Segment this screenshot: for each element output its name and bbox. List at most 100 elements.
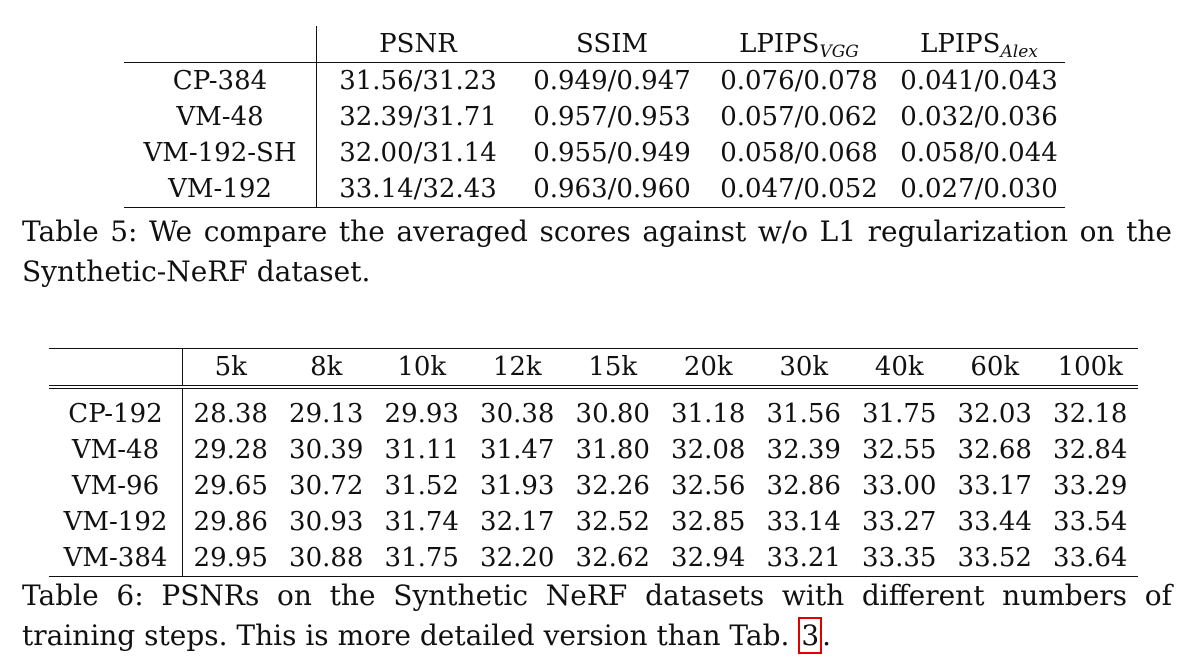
table-row: VM-192-SH 32.00/31.14 0.955/0.949 0.058/… (124, 135, 1065, 171)
table-cell: 0.076/0.078 (720, 66, 878, 96)
table-6-header-cell: 40k (851, 348, 947, 387)
table-row: VM-48 29.28 30.39 31.11 31.47 31.80 32.0… (49, 432, 1138, 468)
table-cell: 33.17 (957, 471, 1032, 501)
table-row: VM-192 29.86 30.93 31.74 32.17 32.52 32.… (49, 504, 1138, 540)
table-cell: 31.75 (862, 399, 937, 429)
table-cell: 32.86 (766, 471, 841, 501)
table-row: CP-192 28.38 29.13 29.93 30.38 30.80 31.… (49, 387, 1138, 432)
table-5-header-row: PSNR SSIM LPIPSVGG LPIPSAlex (124, 26, 1065, 63)
table-cell: 31.11 (384, 435, 459, 465)
table-cell: 30.38 (480, 399, 555, 429)
table-cell: 0.027/0.030 (893, 171, 1065, 208)
table-cell: 0.058/0.044 (900, 138, 1058, 168)
table-cell: 32.17 (480, 507, 555, 537)
table-cell: 31.75 (374, 540, 470, 577)
table-5-corner (124, 26, 317, 63)
table-5-header-lpips-alex: LPIPSAlex (893, 26, 1065, 63)
table-cell: 32.18 (1053, 399, 1128, 429)
table-cell: 33.21 (756, 540, 852, 577)
table-cell: 33.35 (851, 540, 947, 577)
table-6-header-cell: 100k (1042, 348, 1138, 387)
header-alex-subscript: Alex (1000, 42, 1038, 62)
table-cell: 0.963/0.960 (519, 171, 705, 208)
table-cell: 30.93 (289, 507, 364, 537)
table-cell: 30.72 (289, 471, 364, 501)
table-cell: 32.55 (862, 435, 937, 465)
table-cell: 29.28 (193, 435, 268, 465)
table-6-header-cell: 10k (374, 348, 470, 387)
table-cell: 28.38 (193, 399, 268, 429)
table-cell: 29.95 (182, 540, 279, 577)
table-cell: 33.27 (862, 507, 937, 537)
table-6-header-cell: 15k (565, 348, 661, 387)
table-cell: 32.08 (671, 435, 746, 465)
table-cell: 32.00/31.14 (339, 138, 497, 168)
table-6-header-cell: 8k (278, 348, 374, 387)
table-5: PSNR SSIM LPIPSVGG LPIPSAlex CP-384 31.5… (124, 26, 1065, 208)
table-cell: 0.047/0.052 (705, 171, 893, 208)
table-cell: 32.03 (957, 399, 1032, 429)
header-lpips-label: LPIPS (739, 29, 820, 59)
table-cell: 32.62 (565, 540, 661, 577)
table-5-caption: Table 5: We compare the averaged scores … (22, 215, 1172, 288)
table-6-caption-text: Table 6: PSNRs on the Synthetic NeRF dat… (22, 579, 1172, 652)
table-cell: 30.88 (278, 540, 374, 577)
table-cell: 32.94 (660, 540, 756, 577)
table-cell: 0.955/0.949 (533, 138, 691, 168)
table-cell: 33.52 (947, 540, 1043, 577)
row-label: VM-192 (124, 171, 317, 208)
table-cell: 29.93 (384, 399, 459, 429)
table-cell: 32.39/31.71 (339, 102, 497, 132)
table-cell: 31.52 (384, 471, 459, 501)
table-cell: 0.949/0.947 (533, 66, 691, 96)
row-label: VM-48 (124, 99, 317, 135)
table-cell: 32.26 (575, 471, 650, 501)
table-cell: 32.52 (575, 507, 650, 537)
table-cell: 31.74 (384, 507, 459, 537)
row-label: CP-192 (49, 387, 183, 432)
table-cell: 29.86 (193, 507, 268, 537)
table-cell: 32.39 (766, 435, 841, 465)
row-label: VM-384 (49, 540, 183, 577)
table-cell: 0.058/0.068 (720, 138, 878, 168)
table-cell: 31.18 (671, 399, 746, 429)
table-cell: 32.84 (1053, 435, 1128, 465)
row-label: CP-384 (124, 62, 317, 99)
table-6-header-cell: 60k (947, 348, 1043, 387)
row-label: VM-192 (49, 504, 183, 540)
table-5-header-ssim: SSIM (519, 26, 705, 63)
table-cell: 31.80 (575, 435, 650, 465)
table-row: VM-48 32.39/31.71 0.957/0.953 0.057/0.06… (124, 99, 1065, 135)
table-6-header-cell: 30k (756, 348, 852, 387)
header-vgg-subscript: VGG (819, 42, 859, 62)
table-cell: 0.957/0.953 (533, 102, 691, 132)
table-6-header-cell: 20k (660, 348, 756, 387)
table-cell: 33.14 (766, 507, 841, 537)
table-row: VM-192 33.14/32.43 0.963/0.960 0.047/0.0… (124, 171, 1065, 208)
table-cell: 33.00 (862, 471, 937, 501)
table-6: 5k 8k 10k 12k 15k 20k 30k 40k 60k 100k C… (49, 348, 1138, 577)
table-cell: 32.85 (671, 507, 746, 537)
table-cell: 32.56 (671, 471, 746, 501)
table-row: VM-384 29.95 30.88 31.75 32.20 32.62 32.… (49, 540, 1138, 577)
table-cell: 33.44 (957, 507, 1032, 537)
table-6-header-cell: 12k (469, 348, 565, 387)
table-cell: 31.93 (480, 471, 555, 501)
table-cell: 32.68 (957, 435, 1032, 465)
table-reference-link[interactable]: 3 (798, 617, 823, 654)
table-cell: 0.041/0.043 (900, 66, 1058, 96)
table-cell: 31.47 (480, 435, 555, 465)
row-label: VM-192-SH (124, 135, 317, 171)
table-5-header-psnr: PSNR (316, 26, 519, 63)
table-cell: 33.14/32.43 (316, 171, 519, 208)
table-cell: 30.39 (289, 435, 364, 465)
table-6-header-cell: 5k (182, 348, 279, 387)
table-cell: 33.64 (1042, 540, 1138, 577)
caption-period: . (822, 619, 832, 652)
table-row: VM-96 29.65 30.72 31.52 31.93 32.26 32.5… (49, 468, 1138, 504)
table-cell: 33.29 (1053, 471, 1128, 501)
table-cell: 29.65 (193, 471, 268, 501)
table-6-caption: Table 6: PSNRs on the Synthetic NeRF dat… (22, 576, 1172, 656)
table-row: CP-384 31.56/31.23 0.949/0.947 0.076/0.0… (124, 62, 1065, 99)
row-label: VM-96 (49, 468, 183, 504)
